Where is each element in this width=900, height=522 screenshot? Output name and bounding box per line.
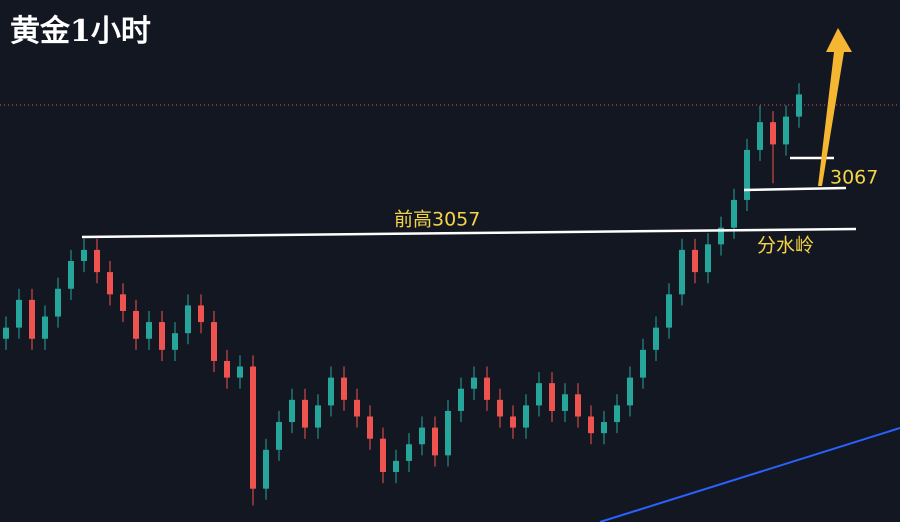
candle-body [341,377,347,400]
candle-body [16,299,22,328]
candle-body [562,394,568,411]
annotation: 前高3057 [394,209,480,231]
candle-body [718,227,724,245]
candle-body [549,383,555,411]
candle-body [731,199,737,228]
candle-body [432,427,438,456]
candle-body [263,449,269,489]
candle-body [237,366,243,378]
candle-body [107,272,113,295]
candle-body [692,249,698,273]
candle-body [354,399,360,417]
candle-body [224,360,230,378]
level-line [743,186,847,192]
candle-body [120,294,126,311]
candle-body [406,444,412,461]
candle-body [367,416,373,439]
chart-title: 黄金1小时 [10,14,151,49]
candle-body [770,122,776,145]
candle-body [536,383,542,406]
candle-body [458,388,464,411]
candle-body [289,399,295,423]
candle-body [3,327,9,339]
candle-body [705,244,711,273]
candle-body [601,422,607,434]
candle-body [172,333,178,350]
candle-body [94,249,100,273]
candle-body [198,305,204,323]
candle-body [497,399,503,417]
trend-line [599,427,900,522]
candle-body [250,366,256,489]
candle-body [393,460,399,473]
candle-body [744,149,750,200]
candle-body [523,405,529,428]
candle-body [133,310,139,339]
candle-body [81,249,87,261]
candle-body [419,427,425,445]
candle-body [68,261,74,289]
candle-body [42,316,48,339]
candle-body [159,322,165,350]
candle-body [783,116,789,145]
candle-body [315,405,321,428]
candle-body [484,377,490,400]
candle-body [328,377,334,406]
candle-body [510,416,516,428]
annotation: 分水岭 [757,235,814,257]
candle-body [276,422,282,450]
candles [3,83,802,506]
candle-body [302,399,308,428]
annotation: 3067 [830,167,878,189]
candle-body [796,94,802,117]
candle-body [653,327,659,350]
candle-body [211,322,217,361]
candle-body [55,288,61,317]
candle-body [679,249,685,295]
level-line [81,227,857,239]
candle-body [757,122,763,150]
candle-body [640,349,646,378]
arrow [818,28,852,186]
candle-body [146,322,152,339]
candle-body [575,394,581,417]
candle-body [445,410,451,456]
candle-body [29,299,35,339]
candle-body [627,377,633,406]
candle-body [588,416,594,434]
candle-body [471,377,477,389]
candle-body [380,438,386,473]
candle-body [185,305,191,334]
candle-body [614,405,620,423]
candle-body [666,294,672,328]
